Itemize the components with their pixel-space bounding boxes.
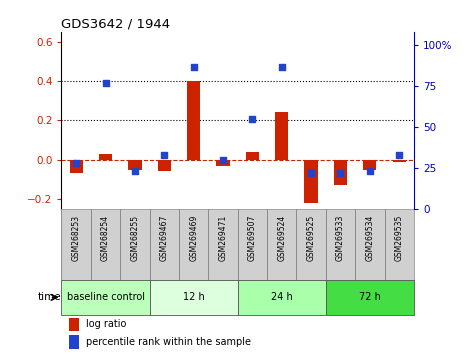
FancyBboxPatch shape xyxy=(208,209,237,280)
Bar xyxy=(158,160,171,171)
Text: GSM269535: GSM269535 xyxy=(394,215,403,261)
Text: GSM268254: GSM268254 xyxy=(101,215,110,261)
FancyBboxPatch shape xyxy=(355,209,385,280)
Point xyxy=(160,152,168,158)
Point xyxy=(102,80,109,86)
Bar xyxy=(187,81,200,160)
Text: GSM269469: GSM269469 xyxy=(189,215,198,261)
Text: baseline control: baseline control xyxy=(67,292,145,302)
Point xyxy=(190,64,197,69)
FancyBboxPatch shape xyxy=(385,209,414,280)
Point xyxy=(307,170,315,176)
Point xyxy=(278,64,286,69)
FancyBboxPatch shape xyxy=(297,209,326,280)
FancyBboxPatch shape xyxy=(237,209,267,280)
Point xyxy=(337,170,344,176)
Bar xyxy=(69,335,79,349)
FancyBboxPatch shape xyxy=(91,209,120,280)
Text: GSM268253: GSM268253 xyxy=(72,215,81,261)
Text: time: time xyxy=(38,292,61,302)
Bar xyxy=(246,152,259,160)
Bar xyxy=(393,160,406,162)
Text: 72 h: 72 h xyxy=(359,292,381,302)
Text: GSM269525: GSM269525 xyxy=(307,215,315,261)
Bar xyxy=(70,160,83,173)
Text: percentile rank within the sample: percentile rank within the sample xyxy=(86,337,251,347)
Point xyxy=(366,169,374,174)
FancyBboxPatch shape xyxy=(120,209,149,280)
Bar xyxy=(216,160,229,166)
Text: 24 h: 24 h xyxy=(271,292,293,302)
Bar xyxy=(363,160,377,170)
Point xyxy=(219,157,227,163)
FancyBboxPatch shape xyxy=(237,280,326,315)
Text: GDS3642 / 1944: GDS3642 / 1944 xyxy=(61,18,171,31)
Text: GSM269467: GSM269467 xyxy=(160,215,169,261)
Bar xyxy=(128,160,141,170)
Text: GSM269507: GSM269507 xyxy=(248,215,257,261)
FancyBboxPatch shape xyxy=(326,280,414,315)
Text: log ratio: log ratio xyxy=(86,319,127,329)
Bar xyxy=(99,154,112,160)
Text: GSM269471: GSM269471 xyxy=(219,215,228,261)
FancyBboxPatch shape xyxy=(149,209,179,280)
Text: GSM268255: GSM268255 xyxy=(131,215,140,261)
Bar xyxy=(334,160,347,185)
FancyBboxPatch shape xyxy=(326,209,355,280)
Text: 12 h: 12 h xyxy=(183,292,204,302)
Text: GSM269534: GSM269534 xyxy=(365,215,374,261)
FancyBboxPatch shape xyxy=(61,209,91,280)
Bar xyxy=(69,318,79,331)
Text: GSM269524: GSM269524 xyxy=(277,215,286,261)
Bar xyxy=(275,113,289,160)
FancyBboxPatch shape xyxy=(179,209,208,280)
FancyBboxPatch shape xyxy=(267,209,297,280)
Point xyxy=(395,152,403,158)
Point xyxy=(131,169,139,174)
FancyBboxPatch shape xyxy=(61,280,149,315)
FancyBboxPatch shape xyxy=(149,280,237,315)
Text: GSM269533: GSM269533 xyxy=(336,215,345,261)
Bar xyxy=(305,160,318,203)
Point xyxy=(72,160,80,166)
Point xyxy=(249,116,256,122)
